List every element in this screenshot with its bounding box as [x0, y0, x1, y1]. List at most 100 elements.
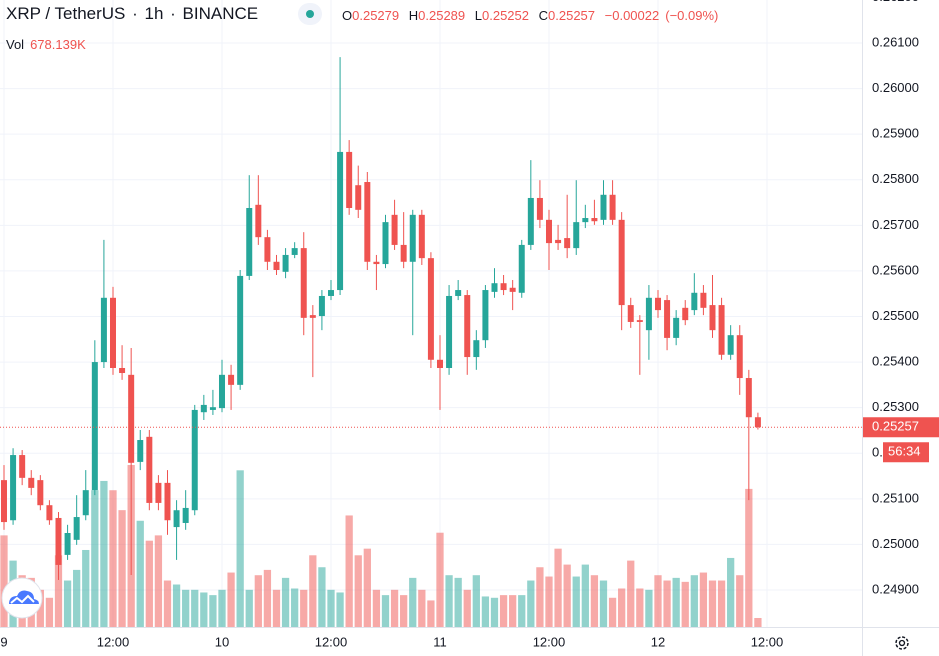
candle-body	[337, 151, 344, 291]
volume-key: Vol	[6, 37, 25, 52]
volume-bar	[363, 548, 371, 627]
candle-body	[246, 207, 253, 276]
x-tick-label: 10	[215, 634, 229, 649]
x-tick-label: 11	[433, 634, 447, 649]
volume-bar	[527, 580, 535, 627]
volume-bar	[499, 595, 508, 627]
volume-bar	[554, 548, 562, 627]
volume-bar	[727, 557, 735, 627]
candle-body	[364, 182, 371, 262]
candle-body	[427, 258, 434, 360]
candle-body	[382, 222, 389, 265]
close-value: 0.25257	[548, 8, 596, 23]
candle-body	[291, 248, 298, 255]
y-tick-label: 0.25300	[872, 399, 919, 414]
high-key: H	[408, 8, 419, 23]
y-tick-label: 0.26200	[872, 0, 919, 4]
volume-bar	[409, 577, 417, 627]
volume-bar	[599, 580, 608, 627]
candle-body	[91, 362, 98, 491]
y-tick-label: 0.25800	[872, 171, 919, 186]
candle-body	[300, 248, 307, 318]
volume-bar	[581, 564, 589, 627]
volume-bar	[200, 592, 208, 627]
candle-body	[745, 378, 752, 418]
candle-body	[73, 517, 80, 540]
candle-body	[500, 283, 507, 291]
countdown: 56:34	[888, 444, 921, 459]
candle-body	[128, 374, 135, 463]
volume-bar	[336, 592, 344, 627]
candle-body	[200, 404, 207, 413]
volume-bar	[708, 580, 717, 627]
gear-outer[interactable]	[895, 636, 909, 650]
candle-body	[573, 222, 580, 249]
volume-bar	[745, 488, 753, 627]
candle-body	[636, 320, 643, 322]
volume-bar	[0, 535, 8, 627]
candle-body	[627, 305, 634, 322]
candle-body	[64, 533, 71, 555]
logo[interactable]	[1, 577, 43, 619]
candle-body	[409, 214, 416, 262]
volume-bar	[590, 575, 599, 627]
candle-body	[164, 482, 171, 521]
candle-body	[582, 218, 589, 223]
y-tick-label: 0.25600	[872, 262, 919, 277]
high-value: 0.25289	[418, 8, 466, 23]
candle-body	[137, 440, 144, 462]
volume-bar	[672, 577, 680, 627]
candle-body	[182, 507, 189, 523]
interval[interactable]: 1h	[144, 4, 164, 23]
candle-body	[736, 335, 743, 379]
candle-body	[400, 244, 407, 262]
symbol-title: XRP / TetherUS · 1h · BINANCE	[6, 4, 258, 24]
y-tick-label: 0.25100	[872, 490, 919, 505]
candle-body	[109, 297, 116, 368]
volume-bar	[627, 560, 635, 627]
volume-bar	[518, 595, 526, 627]
volume-bar	[36, 589, 44, 627]
candle-body	[654, 297, 661, 311]
symbol: XRP / TetherUS	[6, 4, 126, 23]
settings-icon[interactable]	[895, 636, 909, 650]
low-value: 0.25252	[482, 8, 529, 23]
volume-bar	[572, 576, 580, 627]
volume-bar	[754, 617, 762, 627]
y-tick-label: 0.25000	[872, 536, 919, 551]
candle-body	[173, 510, 180, 528]
candle-body	[436, 359, 443, 368]
volume-bar	[463, 589, 471, 627]
volume-bar	[372, 589, 381, 627]
candle-body	[754, 417, 761, 428]
candle-body	[664, 300, 671, 338]
visibility-toggle[interactable]	[298, 3, 322, 25]
candle-body	[536, 197, 543, 220]
volume-bar	[118, 510, 126, 627]
separator: ·	[165, 4, 181, 23]
volume-bar	[663, 580, 671, 627]
volume-bar	[472, 575, 480, 627]
candle-body	[418, 214, 425, 259]
y-tick-label: 0.25400	[872, 354, 919, 369]
candle-body	[19, 455, 26, 478]
volume-bar	[54, 555, 63, 627]
candle-body	[273, 261, 280, 270]
candle-body	[0, 480, 7, 523]
candle-body	[518, 244, 525, 293]
candle-body	[673, 317, 680, 338]
volume-bar	[509, 595, 517, 627]
candle-body	[228, 374, 235, 385]
volume-bar	[82, 549, 90, 627]
candle-body	[55, 517, 62, 565]
open-value: 0.25279	[352, 8, 400, 23]
volume-bar	[272, 589, 281, 627]
candle-body	[37, 480, 44, 506]
volume-bar	[481, 596, 490, 627]
candle-body	[455, 290, 462, 296]
volume-bar	[254, 575, 262, 627]
volume-bar	[536, 567, 544, 627]
exchange: BINANCE	[182, 4, 259, 23]
candle-body	[555, 239, 562, 244]
volume-bar	[608, 597, 617, 627]
